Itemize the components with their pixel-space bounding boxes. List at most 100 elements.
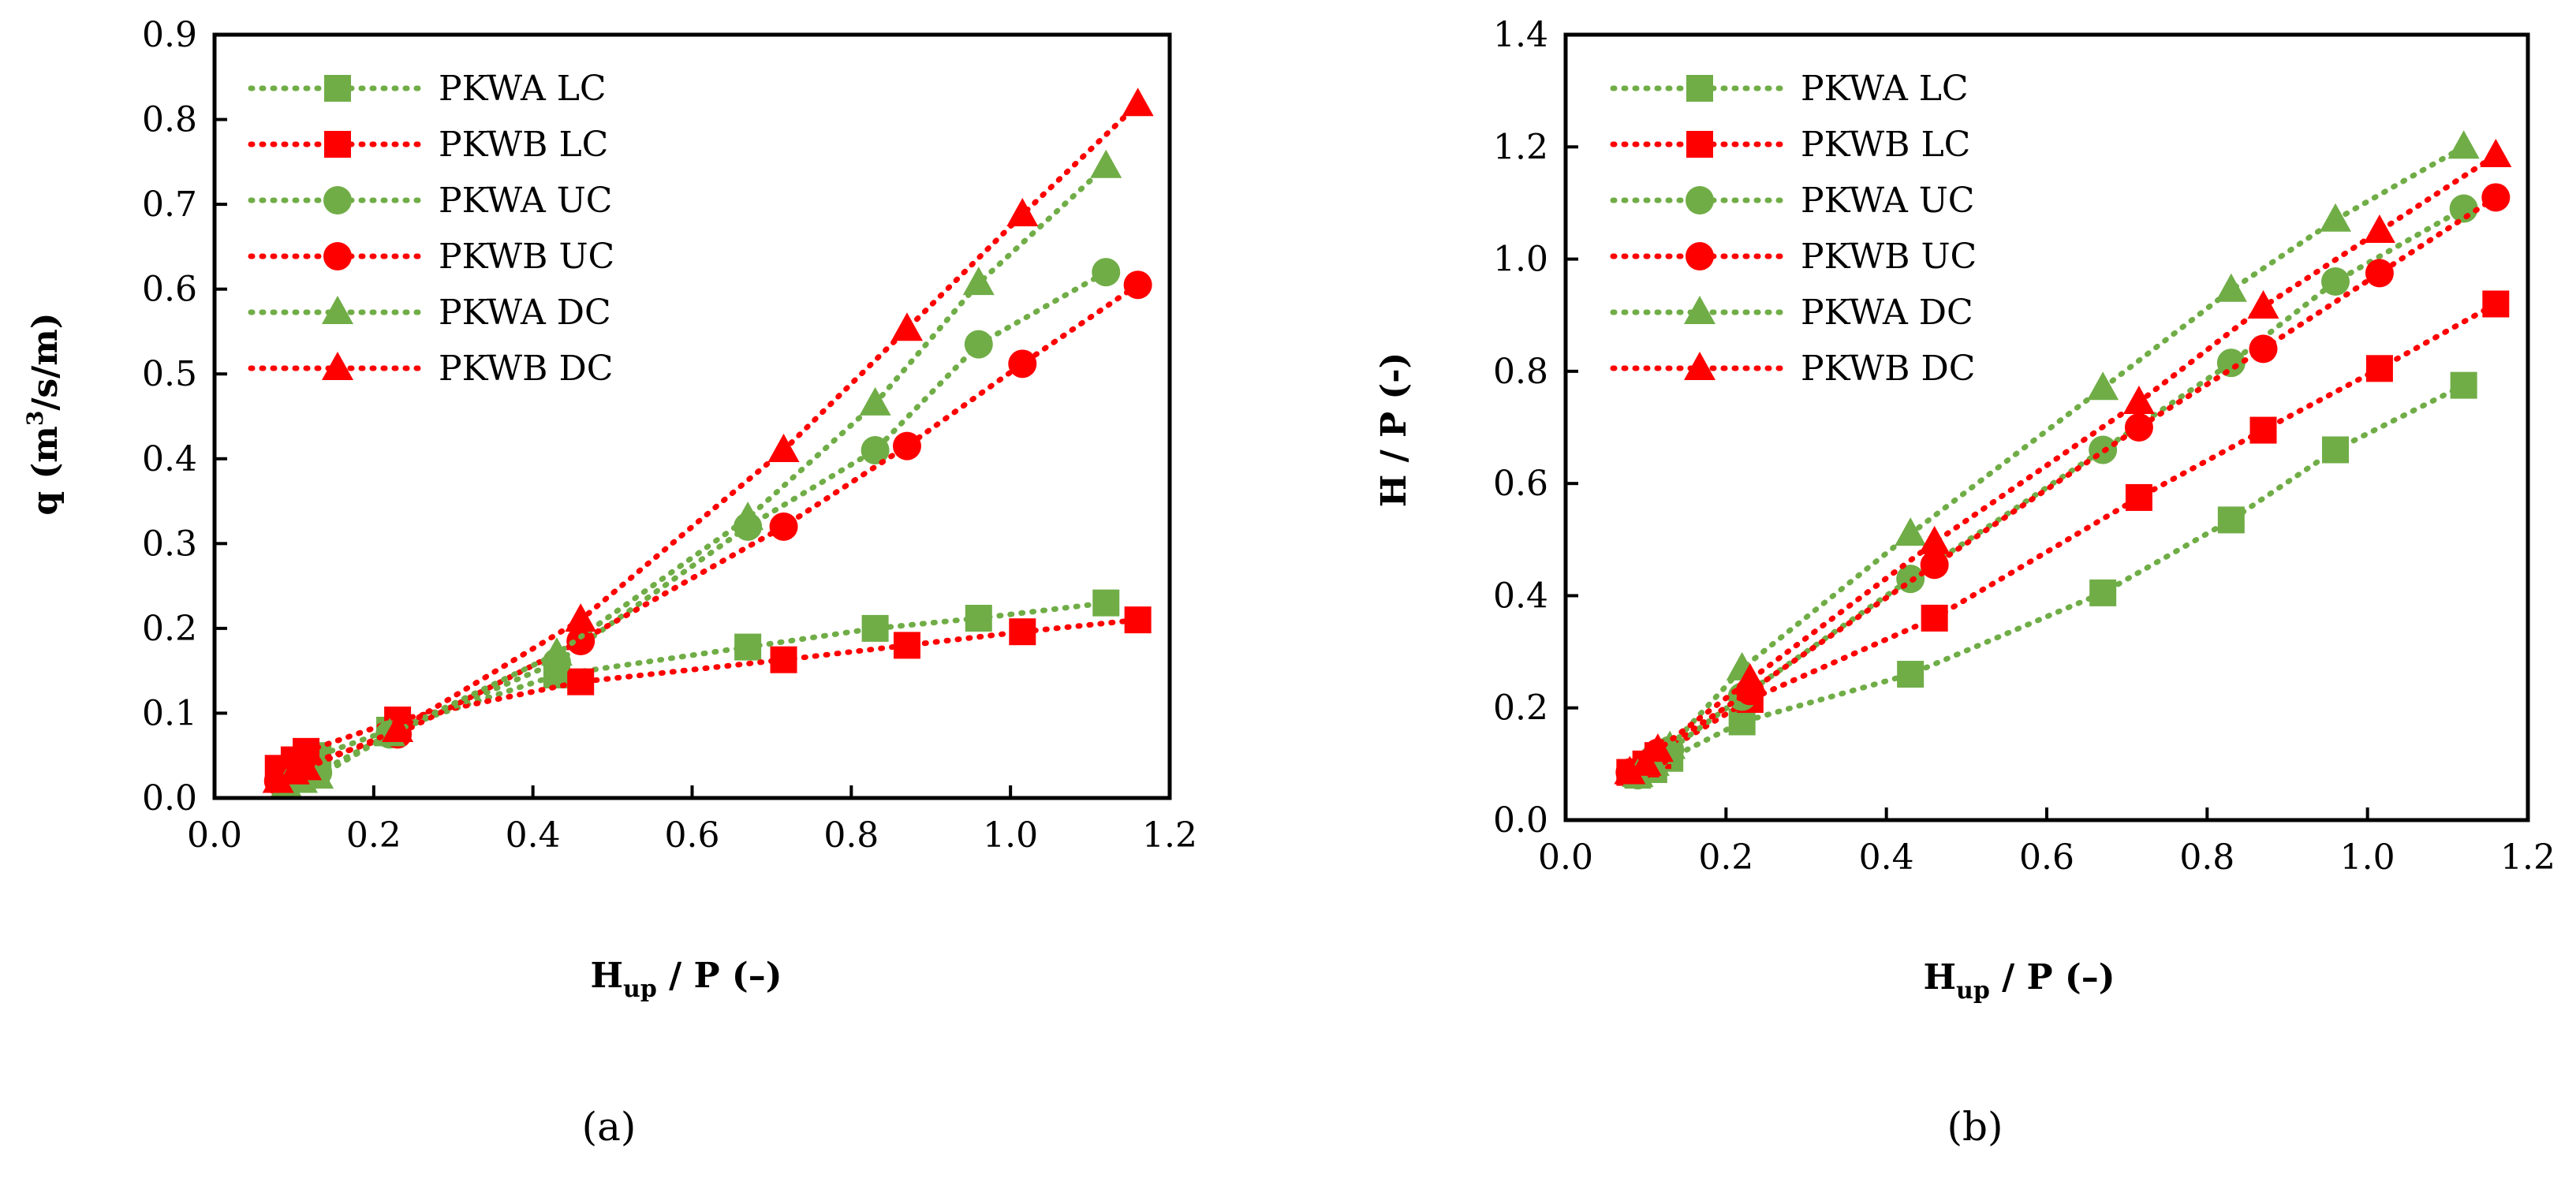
panel-a-y-axis-title-main: q (m: [25, 426, 65, 515]
panel-a-y-axis-title-tail: /s/m): [25, 312, 65, 410]
panel-a-x-axis-title-main: H: [590, 956, 623, 996]
panel-b-legend-item-pkwb-uc-label: PKWB UC: [1801, 237, 1977, 277]
panel-b-legend-item-pkwa-uc-marker: [1686, 186, 1714, 214]
panel-a-series-pkwa-uc-point: [861, 436, 890, 465]
panel-a-x-tick-label: 0.4: [506, 815, 561, 856]
panel-a-label: (a): [582, 1104, 637, 1150]
panel-b-legend-item-pkwb-lc-marker: [1686, 131, 1713, 158]
panel-a-series-pkwb-dc-point: [382, 713, 414, 742]
panel-b-x-ticks: 0.0 0.2 0.4 0.6 0.8 1.0 1.2: [1538, 807, 2555, 878]
panel-b-y-tick-label: 1.0: [1493, 240, 1548, 280]
panel-a-series-pkwb-dc: [262, 88, 1154, 793]
panel-b-x-axis-title-tail: / P (–): [1990, 957, 2115, 998]
panel-b-series-pkwa-dc-point: [2215, 273, 2247, 302]
panel-a-series-pkwb-dc-point: [290, 751, 323, 781]
panel-b-series-pkwa-lc-point: [2217, 506, 2245, 534]
panel-a-x-tick-label: 0.6: [665, 815, 720, 856]
panel-b-series-pkwb-lc-point: [2125, 483, 2152, 511]
panel-a-y-axis-title-sup: 3: [22, 411, 48, 426]
panel-b-legend: PKWA LC PKWB LC PKWA UC PKWB UC PKWA DC PKWB …: [1610, 69, 1977, 389]
panel-b-legend-item-pkwa-uc-label: PKWA UC: [1801, 181, 1974, 221]
panel-b-series-pkwb-dc-point: [1734, 663, 1766, 692]
panel-b-legend-item-pkwa-dc: PKWA DC: [1610, 293, 1973, 333]
panel-a-legend-item-pkwa-uc-label: PKWA UC: [439, 181, 612, 221]
panel-b-series-pkwa-lc-point: [2089, 579, 2117, 606]
panel-a-x-tick-label: 0.0: [187, 815, 242, 856]
panel-a-series-pkwa-lc-point: [1092, 589, 1120, 617]
panel-b-series-pkwa-dc-point: [2320, 203, 2351, 232]
panel-b-legend-item-pkwb-uc: PKWB UC: [1610, 237, 1977, 277]
panel-a-x-tick-label: 0.2: [346, 815, 401, 856]
panel-a-y-tick-label: 0.1: [142, 693, 197, 733]
panel-b-series-pkwb-lc-point: [2482, 290, 2510, 318]
panel-a-series-pkwb-lc-point: [893, 632, 920, 659]
panel-b-series-pkwb-dc-point: [2363, 214, 2395, 243]
panel-a-series-pkwb-uc-point: [769, 512, 798, 541]
panel-a-x-ticks: 0.0 0.2 0.4 0.6 0.8 1.0 1.2: [187, 785, 1197, 856]
panel-b-series-pkwb-uc-point: [2249, 334, 2278, 364]
panel-a-series-pkwa-dc-point: [732, 502, 764, 531]
panel-a-series-pkwb-uc-point: [1123, 270, 1152, 300]
panel-a-series-pkwb-dc-point: [262, 764, 294, 793]
panel-a: PKWA LC PKWB LC PKWA UC PKWB UC PKWA DC PKWB …: [22, 15, 1197, 1150]
panel-b-x-tick-label: 0.6: [2019, 837, 2074, 878]
panel-b-series-pkwa-lc-point: [1728, 708, 1756, 736]
panel-a-y-tick-label: 0.0: [142, 778, 197, 819]
panel-a-series-pkwb-lc-point: [1009, 618, 1036, 646]
panel-b-legend-item-pkwa-lc-marker: [1686, 75, 1713, 102]
panel-b-series-pkwb-dc-point: [1614, 755, 1646, 785]
panel-b-y-tick-label: 0.0: [1493, 800, 1548, 841]
panel-a-y-tick-label: 0.5: [142, 354, 197, 394]
panel-a-legend-item-pkwb-dc-marker: [322, 352, 353, 380]
panel-b-legend-item-pkwb-uc-marker: [1686, 242, 1714, 270]
panel-a-x-tick-label: 1.2: [1142, 815, 1197, 856]
panel-b-x-tick-label: 0.0: [1538, 837, 1593, 878]
panel-b-series-pkwa-lc-point: [2450, 371, 2477, 399]
panel-b-series-layer: [1614, 130, 2512, 790]
panel-b-label: (b): [1947, 1104, 2003, 1150]
panel-a-series-pkwa-lc-point: [965, 604, 992, 632]
panel-a-series-pkwb-lc-point: [567, 668, 595, 695]
panel-a-series-pkwa-lc-point: [734, 633, 762, 661]
panel-a-y-tick-label: 0.3: [142, 524, 197, 564]
panel-a-x-axis-title-tail: / P (–): [657, 956, 782, 996]
panel-b-x-axis-title-main: H: [1923, 957, 1956, 998]
panel-a-y-tick-label: 0.8: [142, 100, 197, 140]
panel-a-legend-item-pkwb-dc: PKWB DC: [248, 349, 613, 389]
panel-b-legend-item-pkwb-dc-label: PKWB DC: [1801, 349, 1975, 389]
panel-a-legend-item-pkwa-lc: PKWA LC: [248, 69, 607, 109]
panel-a-legend: PKWA LC PKWB LC PKWA UC PKWB UC PKWA DC PKWB …: [248, 69, 614, 389]
panel-b-series-pkwb-dc-point: [1918, 525, 1951, 554]
panel-a-series-pkwa-uc-point: [964, 330, 993, 359]
panel-b-legend-item-pkwa-dc-marker: [1684, 296, 1715, 324]
panel-a-series-pkwb-lc-point: [1124, 606, 1152, 634]
panel-b-legend-item-pkwb-lc-label: PKWB LC: [1801, 125, 1970, 165]
panel-a-y-tick-label: 0.6: [142, 270, 197, 310]
panel-a-x-axis-title-sub: up: [623, 975, 657, 1003]
panel-a-legend-item-pkwb-lc-marker: [324, 131, 351, 158]
panel-a-series-pkwb-dc-point: [890, 312, 923, 341]
panel-a-legend-item-pkwb-uc: PKWB UC: [248, 237, 614, 277]
panel-a-series-pkwb-dc-point: [565, 603, 597, 632]
panel-b-series-pkwb-lc-point: [2249, 416, 2277, 444]
panel-a-series-pkwb-dc-point: [1122, 88, 1154, 117]
panel-a-series-pkwa-dc-point: [540, 637, 573, 666]
panel-a-legend-item-pkwb-uc-label: PKWB UC: [439, 237, 614, 277]
panel-a-legend-item-pkwb-lc-label: PKWB LC: [439, 125, 608, 165]
panel-a-series-pkwb-uc-point: [1008, 349, 1037, 378]
panel-a-series-pkwb-uc-point: [892, 431, 921, 461]
panel-b-series-pkwb-dc-point: [2122, 385, 2155, 414]
panel-a-series-pkwa-uc-point: [1092, 258, 1121, 287]
panel-b-series-pkwa-uc-point: [2321, 267, 2350, 296]
panel-a-y-ticks: 0.0 0.1 0.2 0.3 0.4 0.5 0.6 0.7 0.8 0.9: [142, 15, 227, 819]
panel-a-y-axis-title: q (m3/s/m): [22, 312, 65, 515]
panel-b-x-tick-label: 0.8: [2179, 837, 2234, 878]
panel-b-x-tick-label: 1.0: [2340, 837, 2395, 878]
panel-a-legend-item-pkwa-dc-label: PKWA DC: [439, 293, 611, 333]
panel-b-series-pkwb-uc-point: [2365, 259, 2394, 288]
panel-b-series-pkwa-uc-point: [2216, 349, 2246, 378]
panel-b-series-pkwa-lc-point: [1897, 661, 1925, 688]
panel-b-series-pkwa-dc-point: [1895, 517, 1927, 546]
